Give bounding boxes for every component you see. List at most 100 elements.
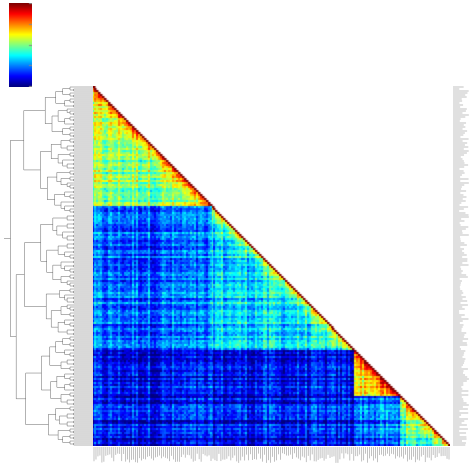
row-label [453, 374, 466, 376]
row-label [453, 386, 462, 388]
column-label [286, 447, 287, 456]
column-label [284, 447, 285, 455]
row-label [453, 212, 466, 214]
row-label [453, 380, 467, 382]
row-label [453, 354, 464, 356]
row-label [453, 244, 467, 246]
column-label [182, 447, 184, 455]
column-label [353, 447, 355, 461]
row-label [453, 420, 465, 422]
column-label [377, 447, 378, 463]
row-label [453, 188, 462, 190]
row-label [453, 208, 464, 210]
row-label [453, 392, 462, 394]
row-label [453, 352, 465, 354]
row-label [453, 400, 464, 402]
row-label [453, 136, 461, 138]
row-label [453, 240, 461, 242]
row-label [453, 204, 460, 206]
row-label [453, 246, 461, 248]
row-label [453, 256, 463, 258]
column-label [254, 447, 255, 460]
column-label [414, 447, 416, 463]
column-label [305, 447, 307, 463]
column-label [214, 447, 216, 461]
column-label [226, 447, 228, 459]
row-label [453, 226, 469, 228]
row-label [453, 348, 461, 350]
row-label [453, 206, 469, 208]
row-label [453, 168, 460, 170]
column-label [317, 447, 319, 460]
column-label [373, 447, 374, 461]
row-label [453, 350, 466, 352]
column-label [151, 447, 152, 459]
row-label [453, 266, 461, 268]
colorbar [9, 3, 32, 87]
row-label [453, 122, 467, 124]
column-label [411, 447, 412, 460]
row-label [453, 132, 465, 134]
column-label [153, 447, 154, 461]
column-label [135, 447, 136, 463]
row-label [453, 268, 462, 270]
column-label [282, 447, 283, 454]
column-label [248, 447, 249, 461]
column-label [339, 447, 341, 460]
row-label [453, 116, 466, 118]
row-label [453, 312, 460, 314]
row-label [453, 358, 466, 360]
column-label [196, 447, 198, 454]
column-label [163, 447, 164, 457]
column-label [208, 447, 210, 456]
column-label [240, 447, 242, 461]
column-label [165, 447, 166, 458]
column-label [420, 447, 422, 457]
column-label [173, 447, 174, 460]
column-label [303, 447, 305, 458]
column-label [230, 447, 232, 461]
row-label [453, 124, 464, 126]
row-label [453, 428, 468, 430]
row-label [453, 270, 463, 272]
row-label [453, 224, 461, 226]
column-label [405, 447, 406, 455]
row-label [453, 254, 467, 256]
row-label [453, 344, 468, 346]
row-label [453, 192, 461, 194]
column-label [288, 447, 289, 456]
column-label [409, 447, 410, 460]
column-label [416, 447, 418, 460]
column-label [159, 447, 160, 456]
row-label [453, 264, 469, 266]
row-label [453, 406, 463, 408]
column-label [176, 447, 178, 462]
column-label [333, 447, 335, 457]
column-label [313, 447, 315, 462]
column-label [337, 447, 339, 463]
column-label [121, 447, 123, 462]
row-label [453, 102, 460, 104]
row-label [453, 108, 467, 110]
column-label [383, 447, 384, 457]
column-label [389, 447, 390, 457]
column-label [446, 447, 448, 459]
column-label [395, 447, 396, 459]
column-label [399, 447, 400, 458]
column-label [260, 447, 261, 459]
row-label [453, 326, 463, 328]
column-label [325, 447, 327, 459]
column-label [371, 447, 372, 457]
row-label [453, 362, 465, 364]
column-label [307, 447, 309, 456]
row-label [453, 156, 461, 158]
column-label [299, 447, 301, 461]
row-label [453, 314, 465, 316]
column-label [297, 447, 299, 459]
column-label [355, 447, 357, 457]
column-label [127, 447, 129, 460]
column-label [428, 447, 430, 458]
row-label [453, 338, 469, 340]
row-label [453, 398, 464, 400]
column-label [426, 447, 428, 458]
